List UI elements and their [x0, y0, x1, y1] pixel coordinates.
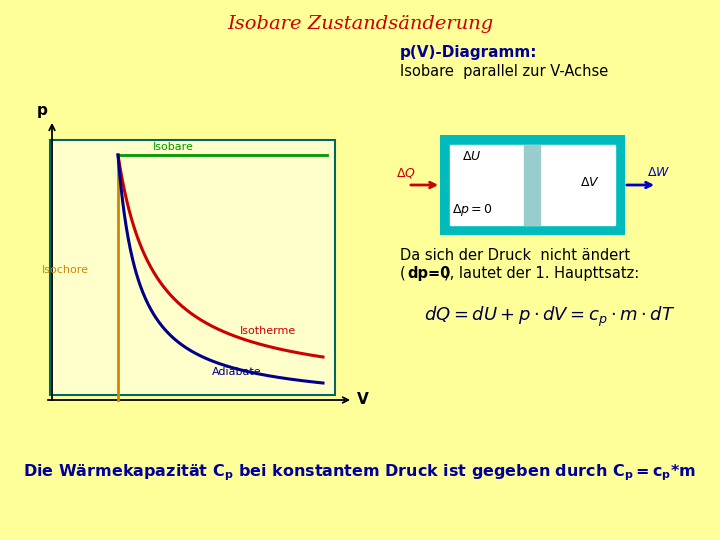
Bar: [524, 145, 540, 225]
Text: Isobare: Isobare: [153, 142, 194, 152]
Text: Adiabate: Adiabate: [212, 367, 261, 377]
Text: $\Delta W$: $\Delta W$: [647, 166, 670, 179]
Text: $\Delta Q$: $\Delta Q$: [396, 166, 416, 180]
Text: Die Wärmekapazität $\mathbf{C_p}$ bei konstantem Druck ist gegeben durch $\mathb: Die Wärmekapazität $\mathbf{C_p}$ bei ko…: [24, 462, 696, 483]
Bar: [440, 135, 625, 235]
Text: $dQ = dU + p \cdot dV = c_p \cdot m \cdot dT$: $dQ = dU + p \cdot dV = c_p \cdot m \cdo…: [424, 305, 675, 329]
Text: dp=0: dp=0: [407, 266, 451, 281]
Text: Da sich der Druck  nicht ändert: Da sich der Druck nicht ändert: [400, 248, 630, 263]
Text: V: V: [357, 393, 369, 408]
Text: Isobare Zustandsänderung: Isobare Zustandsänderung: [227, 15, 493, 33]
Text: $\Delta V$: $\Delta V$: [580, 177, 600, 190]
Bar: [50, 140, 335, 395]
Text: Isobare  parallel zur V-Achse: Isobare parallel zur V-Achse: [400, 64, 608, 79]
Text: $\Delta U$: $\Delta U$: [462, 151, 482, 164]
Text: Isochore: Isochore: [42, 265, 89, 275]
Text: (: (: [400, 266, 406, 281]
Text: p: p: [37, 103, 48, 118]
Bar: [450, 145, 615, 225]
Text: p(V)-Diagramm:: p(V)-Diagramm:: [400, 45, 538, 60]
Text: Isotherme: Isotherme: [240, 326, 297, 336]
Text: ), lautet der 1. Haupttsatz:: ), lautet der 1. Haupttsatz:: [444, 266, 639, 281]
Text: $\Delta p=0$: $\Delta p=0$: [451, 202, 492, 218]
